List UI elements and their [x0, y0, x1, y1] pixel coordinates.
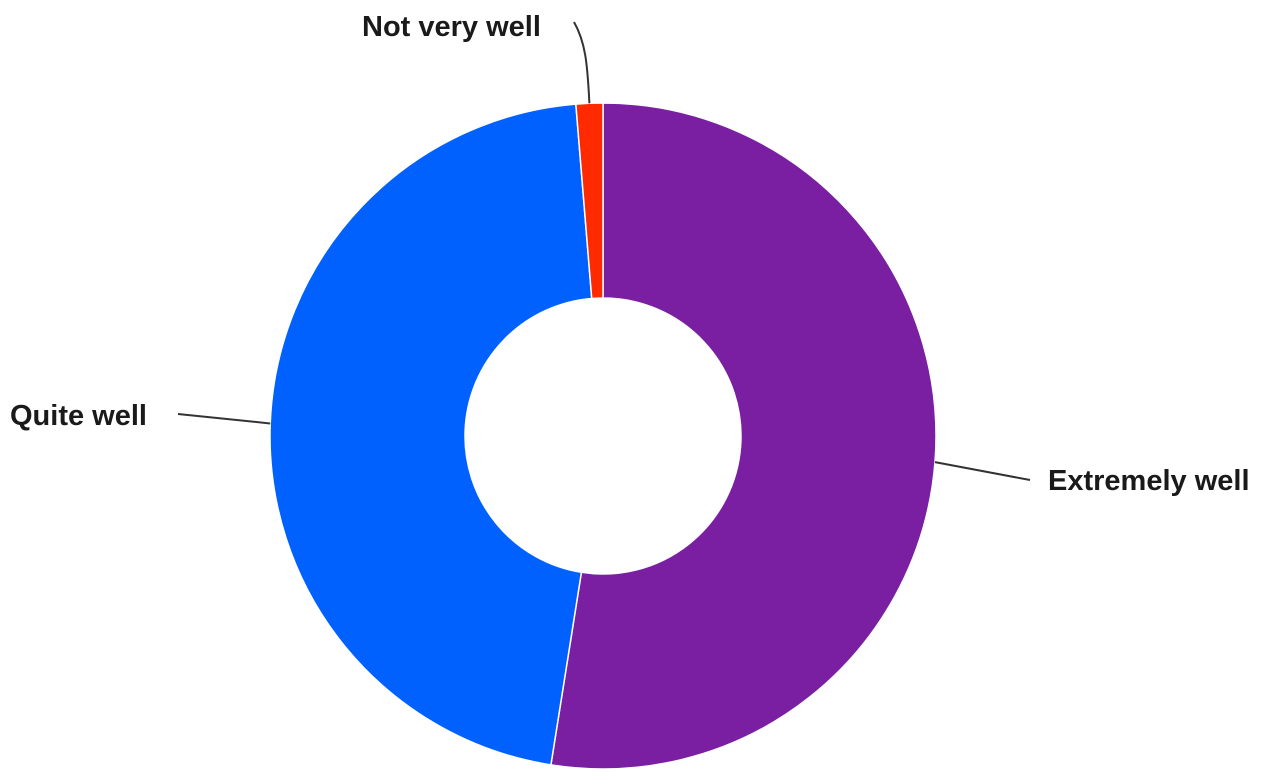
slice-label-not-very-well: Not very well	[362, 11, 541, 43]
leader-line-quite-well	[177, 413, 271, 425]
leaders-layer	[177, 21, 1031, 481]
slice-extremely-well	[550, 102, 937, 770]
labels-layer: Extremely well Quite well Not very well	[10, 11, 1250, 497]
slice-label-quite-well: Quite well	[10, 400, 147, 432]
leader-line-not-very-well	[573, 21, 591, 104]
slice-quite-well	[269, 103, 593, 766]
slices-layer	[269, 102, 937, 770]
slice-not-very-well	[575, 102, 604, 300]
slice-label-extremely-well: Extremely well	[1048, 465, 1250, 497]
leader-line-extremely-well	[934, 461, 1031, 481]
